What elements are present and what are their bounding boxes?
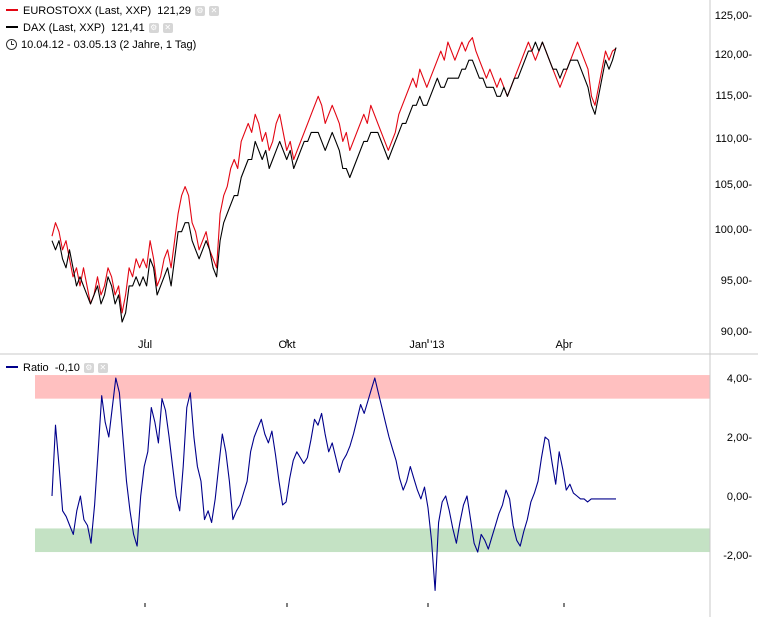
settings-icon[interactable]: ⚙	[83, 363, 94, 374]
price-x-tick-label: Apr	[555, 339, 572, 351]
ratio-band-1	[35, 528, 710, 553]
legend-dax[interactable]: DAX (Last, XXP) 121,41 ⚙ ✕	[6, 21, 173, 35]
price-y-tick-label: 105,00-	[715, 179, 753, 191]
close-icon[interactable]: ✕	[97, 363, 108, 374]
ratio-y-tick-label: 0,00-	[727, 491, 752, 503]
price-series-line-1	[51, 41, 617, 323]
price-y-tick-label: 115,00-	[716, 90, 753, 102]
ratio-y-tick-label: 4,00-	[727, 373, 752, 385]
settings-icon[interactable]: ⚙	[194, 6, 205, 17]
legend-period: 10.04.12 - 03.05.13 (2 Jahre, 1 Tag)	[6, 38, 196, 52]
dax-label: DAX (Last, XXP)	[23, 22, 105, 34]
eurostoxx-value: 121,29	[157, 5, 191, 17]
eurostoxx-label: EUROSTOXX (Last, XXP)	[23, 5, 152, 17]
close-icon[interactable]: ✕	[208, 6, 219, 17]
ratio-value: -0,10	[54, 362, 80, 374]
ratio-series-line-0	[51, 377, 616, 591]
ratio-y-tick-label: -2,00-	[723, 550, 752, 562]
close-icon[interactable]: ✕	[162, 23, 173, 34]
eurostoxx-swatch	[6, 9, 18, 12]
price-y-tick-label: 120,00-	[715, 49, 753, 61]
price-series-line-0	[51, 37, 617, 314]
period-label: 10.04.12 - 03.05.13 (2 Jahre, 1 Tag)	[21, 39, 197, 51]
price-x-tick-label: Jul	[138, 339, 152, 351]
price-x-tick-label: Jan '13	[409, 339, 444, 351]
clock-icon	[6, 38, 17, 50]
dax-value: 121,41	[111, 22, 145, 34]
settings-icon[interactable]: ⚙	[148, 23, 159, 34]
ratio-y-tick-label: 2,00-	[727, 432, 752, 444]
price-y-tick-label: 110,00-	[716, 133, 753, 145]
legend-ratio[interactable]: Ratio -0,10 ⚙ ✕	[6, 361, 108, 375]
dax-swatch	[6, 26, 18, 29]
ratio-swatch	[6, 366, 18, 369]
price-y-tick-label: 125,00-	[715, 10, 753, 22]
price-x-tick-label: Okt	[278, 339, 295, 351]
price-y-tick-label: 95,00-	[721, 275, 753, 287]
price-y-tick-label: 90,00-	[721, 326, 753, 338]
ratio-label: Ratio	[23, 362, 49, 374]
legend-eurostoxx[interactable]: EUROSTOXX (Last, XXP) 121,29 ⚙ ✕	[6, 4, 219, 18]
price-y-tick-label: 100,00-	[715, 224, 753, 236]
